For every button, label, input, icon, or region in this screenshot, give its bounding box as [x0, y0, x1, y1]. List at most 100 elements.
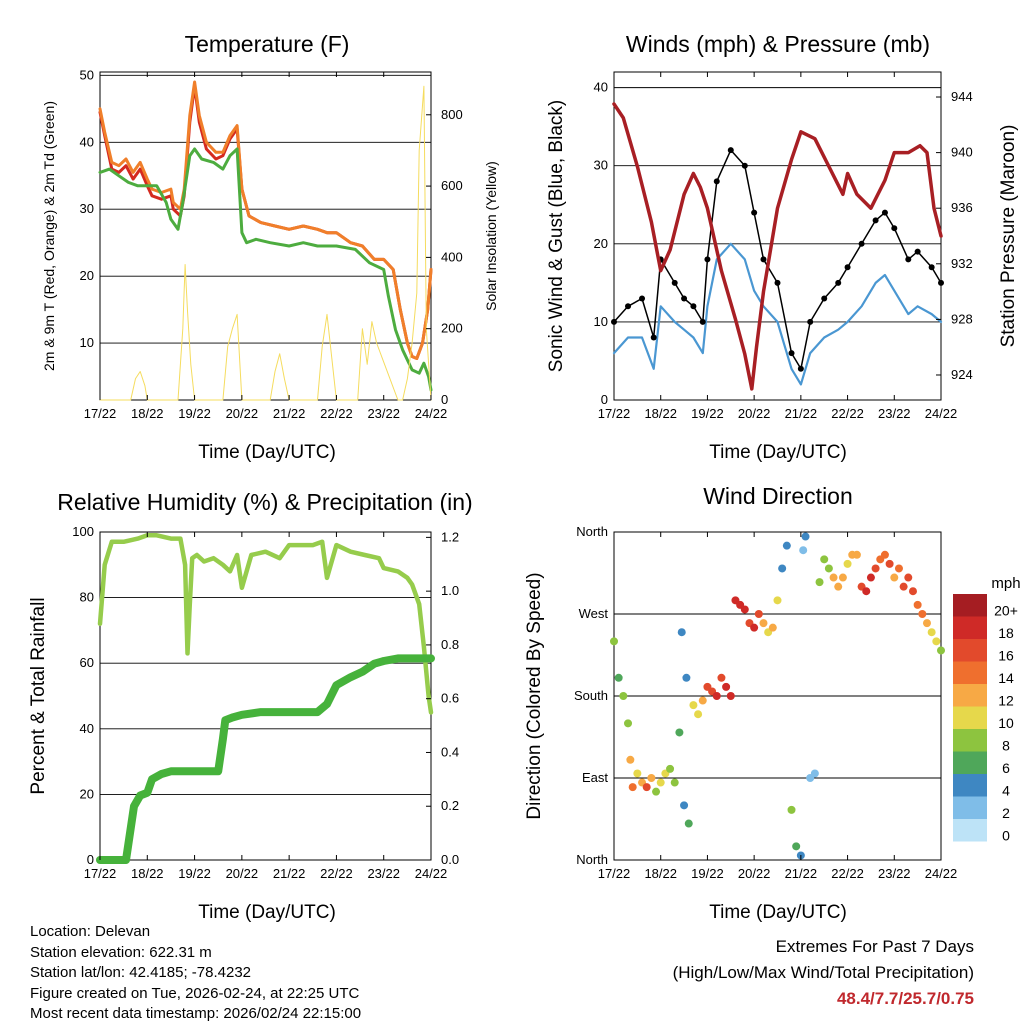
extremes-title: Extremes For Past 7 Days — [775, 937, 974, 956]
direction-point — [913, 600, 922, 609]
gust-point — [727, 147, 734, 154]
latlon-text: Station lat/lon: 42.4185; -78.4232 — [30, 964, 252, 981]
y-tick-label: 40 — [594, 80, 608, 95]
direction-point — [626, 755, 635, 764]
y-tick-label: 10 — [80, 335, 94, 350]
y-tick-label: 20 — [80, 268, 94, 283]
colorbar-swatch — [953, 729, 987, 752]
x-tick-label: 18/22 — [131, 406, 164, 421]
direction-point — [932, 637, 941, 646]
winds-gridlines — [614, 87, 941, 401]
winds-ylabel-right: Station Pressure (Maroon) — [998, 125, 1019, 348]
temperature-title: Temperature (F) — [185, 31, 350, 57]
humidity-series — [96, 533, 435, 864]
winds-panel: Winds (mph) & Pressure (mb) 17/22 18/22 19… — [546, 31, 1019, 463]
y2-tick-label: 940 — [951, 145, 973, 160]
series-sonic-wind — [612, 242, 943, 386]
gust-point — [625, 303, 632, 310]
colorbar-label: 10 — [998, 715, 1014, 731]
x-tick-label: 23/22 — [878, 866, 911, 881]
series-2m-td — [98, 147, 433, 392]
gust-point — [835, 279, 842, 286]
direction-point — [799, 546, 808, 555]
recent-data-text: Most recent data timestamp: 2026/02/24 2… — [30, 1005, 362, 1022]
direction-point — [750, 623, 759, 632]
y-tick-label: 0 — [601, 392, 608, 407]
gust-point — [681, 295, 688, 302]
x-tick-label: 24/22 — [925, 866, 958, 881]
direction-point — [670, 778, 679, 787]
extremes-values: 48.4/7.7/25.7/0.75 — [836, 989, 974, 1008]
y-tick-label: 20 — [594, 236, 608, 251]
y2-tick-label: 800 — [441, 107, 463, 122]
direction-point — [885, 559, 894, 568]
y2-tick-label: 0.4 — [441, 744, 459, 759]
direction-point — [820, 555, 829, 564]
location-text: Location: Delevan — [30, 923, 151, 940]
direction-point — [890, 573, 899, 582]
colorbar-swatch — [953, 751, 987, 774]
temperature-panel: Temperature (F) 17/22 18/22 19/22 20/22 21/2… — [41, 31, 499, 463]
y2-tick-label: 0.6 — [441, 691, 459, 706]
direction-point — [899, 582, 908, 591]
direction-point — [633, 769, 642, 778]
humidity-ylabel-left: Percent & Total Rainfall — [28, 597, 49, 794]
direction-point — [610, 637, 618, 646]
x-tick-label: 21/22 — [273, 866, 306, 881]
x-tick-label: 20/22 — [738, 406, 771, 421]
x-tick-label: 22/22 — [831, 866, 864, 881]
gust-point — [704, 256, 711, 263]
y2-tick-label: 0.2 — [441, 798, 459, 813]
colorbar-swatch — [953, 684, 987, 707]
y2-tick-label: 936 — [951, 200, 973, 215]
direction-point — [782, 541, 791, 550]
direction-point — [647, 774, 656, 782]
direction-point — [801, 532, 810, 541]
y-tick-label: 40 — [80, 134, 94, 149]
direction-point — [712, 692, 721, 700]
direction-point — [778, 564, 787, 573]
colorbar-label: 14 — [998, 670, 1014, 686]
direction-point — [682, 673, 691, 682]
series-total-rainfall — [96, 654, 435, 864]
gust-point — [872, 217, 879, 224]
extremes-subtitle: (High/Low/Max Wind/Total Precipitation) — [672, 963, 974, 982]
direction-point — [656, 778, 665, 787]
elevation-text: Station elevation: 622.31 m — [30, 943, 212, 961]
series-station-pressure — [612, 102, 943, 391]
direction-point — [866, 573, 875, 582]
y-tick-label: 40 — [80, 721, 94, 736]
humidity-xlabel: Time (Day/UTC) — [198, 902, 336, 923]
direction-point — [918, 610, 927, 618]
humidity-panel: Relative Humidity (%) & Precipitation (i… — [28, 489, 473, 923]
y-tick-label: 30 — [80, 201, 94, 216]
x-tick-label: 21/22 — [785, 406, 818, 421]
direction-point — [894, 564, 903, 573]
gust-point — [690, 303, 697, 310]
x-tick-label: 24/22 — [415, 406, 448, 421]
gust-point — [650, 334, 657, 341]
colorbar-label: 6 — [1002, 760, 1010, 776]
direction-point — [862, 587, 871, 596]
y-tick-label: 20 — [80, 786, 94, 801]
colorbar-label: 12 — [998, 692, 1014, 708]
x-tick-label: 18/22 — [644, 866, 677, 881]
x-tick-label: 17/22 — [598, 866, 631, 881]
temperature-ylabel-left: 2m & 9m T (Red, Orange) & 2m Td (Green) — [41, 101, 57, 371]
direction-point — [677, 628, 686, 637]
series-relative-humidity — [97, 533, 434, 715]
direction-point — [843, 559, 852, 568]
direction-point — [908, 587, 917, 596]
series-9m-t — [98, 80, 433, 360]
direction-point — [810, 769, 819, 778]
gust-point — [905, 256, 912, 263]
temperature-series — [98, 80, 433, 401]
direction-point — [684, 819, 693, 828]
humidity-title: Relative Humidity (%) & Precipitation (i… — [57, 489, 472, 515]
colorbar-label: 0 — [1002, 827, 1010, 843]
direction-point — [614, 673, 623, 682]
temperature-xlabel: Time (Day/UTC) — [198, 442, 336, 463]
direction-point — [880, 550, 889, 559]
y-tick-label: East — [582, 770, 608, 785]
